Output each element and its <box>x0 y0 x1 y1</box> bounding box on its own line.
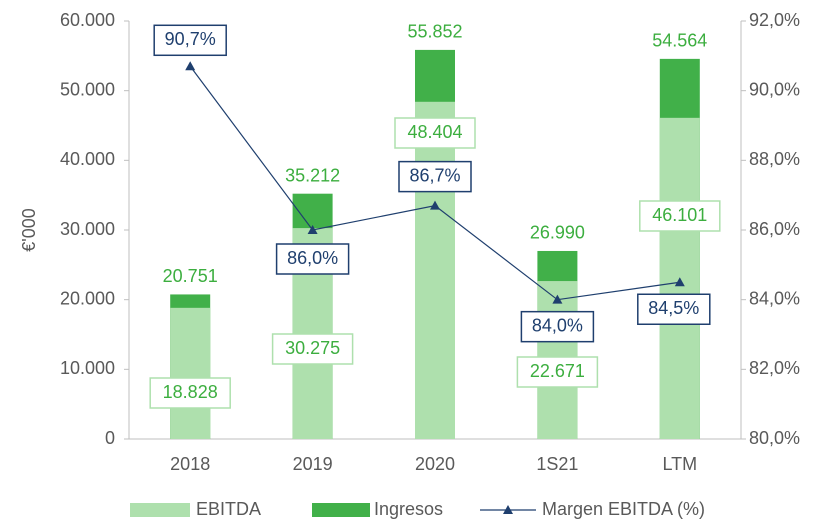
bar <box>170 307 211 439</box>
data-label: 54.564 <box>652 31 707 51</box>
data-label: 48.404 <box>407 122 462 142</box>
data-label-box <box>394 117 476 149</box>
y2-tick-label: 82,0% <box>749 358 800 378</box>
data-label-box <box>520 310 595 343</box>
data-label-box <box>271 333 354 365</box>
marker <box>307 225 318 234</box>
data-label: 84,5% <box>648 298 699 318</box>
marker <box>674 277 685 287</box>
data-label: 22.671 <box>530 361 585 381</box>
x-tick-label: 2018 <box>170 454 210 474</box>
data-label-box <box>149 377 231 409</box>
x-tick-label: 1S21 <box>536 454 578 474</box>
y2-tick-label: 80,0% <box>749 428 800 448</box>
data-label: 90,7% <box>165 29 216 49</box>
y-tick-label: 20.000 <box>60 288 115 308</box>
data-label: 30.275 <box>285 338 340 358</box>
legend-label: Margen EBITDA (%) <box>542 499 705 519</box>
data-label: 86,7% <box>409 165 460 185</box>
data-label: 84,0% <box>532 315 583 335</box>
marker <box>430 200 440 210</box>
legend-label: EBITDA <box>196 499 261 519</box>
marker <box>185 61 196 71</box>
legend-swatch <box>312 503 370 517</box>
x-tick-label: LTM <box>662 454 697 474</box>
data-label: 55.852 <box>407 22 462 42</box>
legend-label: Ingresos <box>374 499 443 519</box>
x-tick-label: 2020 <box>415 454 455 474</box>
data-label-box <box>153 24 227 57</box>
data-label: 86,0% <box>287 248 338 268</box>
y2-tick-label: 92,0% <box>749 10 800 30</box>
y-tick-label: 10.000 <box>60 358 115 378</box>
legend-marker <box>503 505 513 514</box>
y-tick-label: 0 <box>105 428 115 448</box>
y-axis-label: €'000 <box>19 208 39 251</box>
y-tick-label: 60.000 <box>60 10 115 30</box>
data-label: 35.212 <box>285 165 340 185</box>
y-tick-label: 40.000 <box>60 149 115 169</box>
y-tick-label: 50.000 <box>60 79 115 99</box>
data-label-box <box>639 200 721 232</box>
data-label: 20.751 <box>163 266 218 286</box>
data-label-box <box>637 293 711 325</box>
data-label: 46.101 <box>652 205 707 225</box>
legend-swatch <box>130 503 190 517</box>
data-label-box <box>398 160 472 193</box>
y2-tick-label: 84,0% <box>749 288 800 308</box>
y2-tick-label: 88,0% <box>749 149 800 169</box>
data-label-box <box>516 356 599 388</box>
bar <box>415 101 455 440</box>
y2-tick-label: 86,0% <box>749 219 800 239</box>
x-tick-label: 2019 <box>293 454 333 474</box>
data-label-box <box>275 243 350 275</box>
data-label: 18.828 <box>163 382 218 402</box>
y2-tick-label: 90,0% <box>749 79 800 99</box>
y-tick-label: 30.000 <box>60 219 115 239</box>
data-label: 26.990 <box>530 223 585 243</box>
marker <box>552 294 563 304</box>
